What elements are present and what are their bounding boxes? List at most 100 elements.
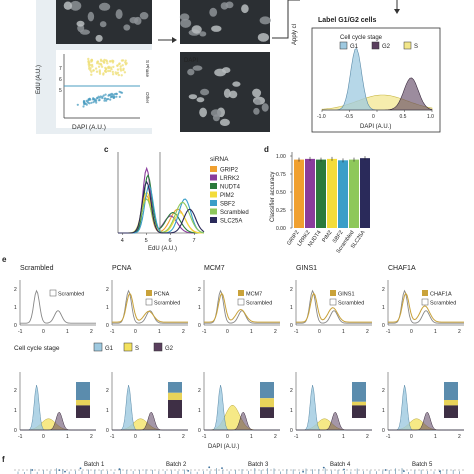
s-phase-point xyxy=(90,70,93,74)
x-tick-label: 4 xyxy=(121,238,124,244)
proportion-s xyxy=(352,401,366,406)
g2-density xyxy=(296,411,372,431)
other-point xyxy=(94,98,97,101)
y-tick-label: 2 xyxy=(290,287,293,293)
bar-pim2 xyxy=(327,158,337,228)
s-phase-point xyxy=(124,63,128,66)
g2-density xyxy=(388,411,464,431)
y-tick-label: 0.00 xyxy=(276,226,286,232)
x-tick-label: 0 xyxy=(226,434,229,440)
label-x-title: DAPI (A.U.) xyxy=(360,124,391,130)
x-tick-label: 0 xyxy=(372,114,375,120)
s-phase-point xyxy=(92,69,95,72)
gene-curve-chaf1a xyxy=(388,292,464,323)
other-point xyxy=(76,103,79,106)
s-phase-point xyxy=(112,65,115,69)
nucleus xyxy=(212,114,220,122)
scrambled-curve xyxy=(20,289,96,324)
nucleus xyxy=(179,13,190,21)
panel-d: d Classifier accuracy 0.00 0.25 0.50 0.75 1.… xyxy=(264,145,370,255)
s-phase-point xyxy=(111,59,114,62)
nucleus xyxy=(209,7,218,17)
batch-point xyxy=(58,469,61,471)
y-tick-label: 1 xyxy=(382,305,385,311)
y-tick-label: 1 xyxy=(106,408,109,414)
x-tick-label: 0 xyxy=(410,329,413,335)
y-tick-label: 2 xyxy=(290,388,293,394)
stage-swatch-g1 xyxy=(93,342,103,352)
panel-c-x-ticks: 4 5 6 7 xyxy=(121,233,196,244)
panel-c-curves xyxy=(118,166,205,234)
x-tick-label: -1 xyxy=(202,434,207,440)
x-tick-label: 2 xyxy=(274,329,277,335)
s-phase-point xyxy=(102,60,105,63)
nucleus xyxy=(261,103,269,112)
gene-title-scrambled: Scrambled xyxy=(20,265,54,272)
s-phase-point xyxy=(118,62,121,65)
label-x-ticks: -1.0 -0.5 0 0.5 1.0 xyxy=(317,110,434,120)
batch-point xyxy=(384,469,387,471)
y-tick-label: 1 xyxy=(290,408,293,414)
scrambled-legend-label: Scrambled xyxy=(154,301,180,307)
sirna-swatch-sbf2 xyxy=(210,200,217,206)
x-tick-label: 1 xyxy=(158,329,161,335)
stage-label-g2: G2 xyxy=(165,346,174,352)
bar-grip2 xyxy=(294,159,304,228)
gene-legend-label: GINS1 xyxy=(338,292,355,298)
bar-nudt4 xyxy=(316,159,326,228)
sirna-swatch-grip2 xyxy=(210,166,217,172)
edu-tick-1: 7 xyxy=(59,66,62,72)
panel-b-images: DAPI xyxy=(179,0,271,132)
g2-density xyxy=(20,411,96,431)
y-tick-label: 0.50 xyxy=(276,190,286,196)
nucleus xyxy=(191,25,202,34)
panel-f-batches: Batch 1 Batch 2 Batch 3 Batch 4 Batch 5 xyxy=(14,462,464,474)
s-phase-point xyxy=(100,59,103,63)
gene-legend-swatch xyxy=(238,290,244,296)
s-phase-point xyxy=(102,72,105,75)
panel-d-y-title: Classifier accuracy xyxy=(270,172,276,222)
s-phase-point xyxy=(119,67,122,71)
other-point xyxy=(83,100,86,103)
s-phase-point xyxy=(104,69,107,73)
s-phase-point xyxy=(87,57,90,61)
other-point xyxy=(84,102,87,105)
x-tick-label: 0 xyxy=(410,434,413,440)
s-phase-point xyxy=(96,62,99,65)
sirna-curve-slc25a xyxy=(118,180,205,234)
y-tick-label: 0.25 xyxy=(276,208,286,214)
other-point xyxy=(88,102,91,105)
s-phase-cluster xyxy=(87,57,128,77)
sirna-swatch-scrambled xyxy=(210,208,217,215)
proportion-g2 xyxy=(168,400,182,418)
sirna-curve-lrrk2 xyxy=(118,166,204,234)
other-point xyxy=(113,96,116,99)
nucleus xyxy=(196,97,205,103)
y-tick-label: 0 xyxy=(382,428,385,434)
x-tick-label: -1 xyxy=(110,329,115,335)
gene-legend-swatch xyxy=(422,290,428,296)
other-point xyxy=(115,92,118,95)
other-point xyxy=(104,93,107,96)
y-tick-label: 2 xyxy=(106,388,109,394)
scrambled-legend-label: Scrambled xyxy=(430,301,456,307)
sirna-label-grip2: GRIP2 xyxy=(220,168,239,174)
stage-swatch-g2 xyxy=(153,342,163,352)
x-tick-label: 0 xyxy=(134,434,137,440)
nucleus xyxy=(220,2,229,10)
s-phase-point xyxy=(90,73,93,76)
s-phase-point xyxy=(107,69,110,73)
panel-f: f Batch 1 Batch 2 Batch 3 Batch 4 Batch 5 xyxy=(2,455,464,474)
g2-density xyxy=(112,411,188,431)
batch-point xyxy=(322,466,325,469)
batch-point xyxy=(302,470,304,473)
s-phase-point xyxy=(95,70,99,73)
y-tick-label: 0 xyxy=(14,323,17,329)
nucleus xyxy=(257,33,269,42)
x-tick-label: -1 xyxy=(294,434,299,440)
gene-legend-label: PCNA xyxy=(154,292,170,298)
y-tick-label: 2 xyxy=(198,287,201,293)
y-tick-label: 1.00 xyxy=(276,154,286,160)
